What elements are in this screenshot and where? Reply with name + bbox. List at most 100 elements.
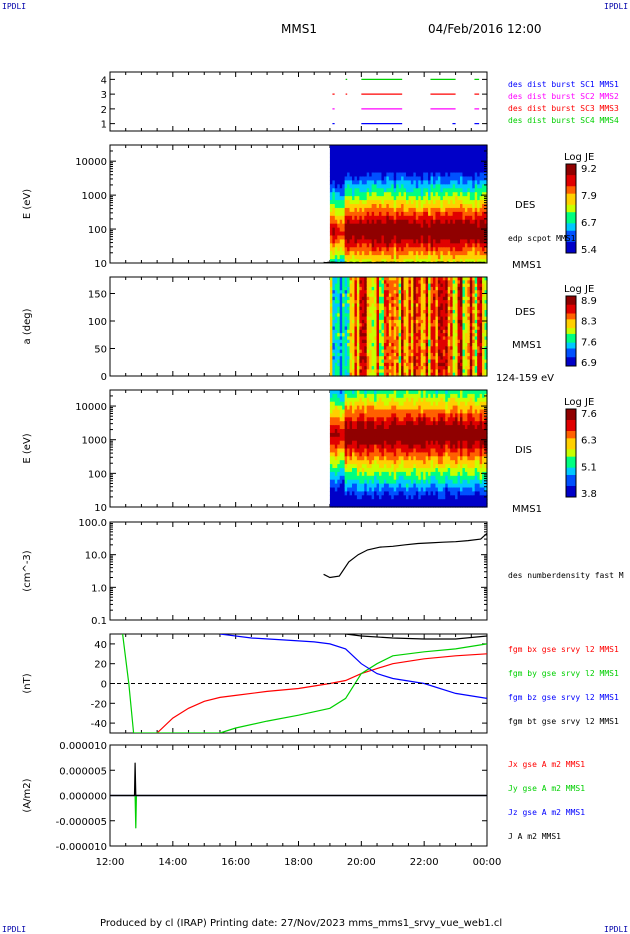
dis_energy-spectrogram-cell [347, 456, 351, 461]
des_pitch-spectrogram-cell [369, 303, 373, 308]
des_energy-spectrogram-cell [430, 235, 434, 240]
dis_energy-spectrogram-cell [386, 401, 390, 407]
des_energy-spectrogram-cell [342, 200, 346, 205]
des_energy-spectrogram-cell [445, 196, 449, 201]
des_pitch-spectrogram-cell [467, 293, 471, 298]
des_energy-spectrogram-cell [474, 219, 478, 225]
des_energy-spectrogram-cell [457, 160, 461, 166]
des_pitch-spectrogram-cell [393, 319, 397, 324]
des_pitch-spectrogram-cell [342, 346, 346, 351]
des_pitch-spectrogram-cell [450, 356, 454, 361]
des_pitch-spectrogram-cell [472, 356, 476, 361]
dis_energy-spectrogram-cell [391, 444, 395, 450]
dis_energy-spectrogram-cell [332, 413, 336, 418]
des_pitch-spectrogram-cell [371, 326, 375, 331]
des_energy-spectrogram-cell [442, 223, 446, 229]
des_pitch-spectrogram-cell [428, 346, 432, 351]
des_pitch-spectrogram-cell [447, 323, 451, 328]
des_energy-spectrogram-cell [383, 247, 387, 252]
des_pitch-spectrogram-cell [413, 290, 417, 295]
des_energy-spectrogram-cell [364, 184, 368, 189]
des_pitch-spectrogram-cell [464, 333, 468, 337]
des_pitch-spectrogram-cell [430, 319, 434, 324]
dis_energy-spectrogram-cell [347, 495, 351, 500]
des_pitch-spectrogram-cell [440, 372, 444, 377]
des_pitch-spectrogram-cell [379, 366, 383, 370]
dis_energy-spectrogram-cell [371, 471, 375, 477]
des_energy-spectrogram-cell [354, 196, 358, 201]
des_energy-spectrogram-cell [440, 259, 444, 264]
des_energy-spectrogram-cell [447, 219, 451, 225]
des_pitch-spectrogram-cell [430, 349, 434, 354]
des_energy-spectrogram-cell [460, 211, 464, 217]
des_energy-spectrogram-cell [393, 239, 397, 244]
des_pitch-spectrogram-cell [435, 310, 439, 314]
des_pitch-spectrogram-cell [398, 366, 402, 370]
des_energy-spectrogram-cell [410, 235, 414, 240]
des_energy-spectrogram-cell [428, 160, 432, 166]
des_energy-spectrogram-cell [354, 148, 358, 154]
des_energy-spectrogram-cell [484, 156, 488, 162]
des_energy-spectrogram-cell [435, 148, 439, 154]
des_pitch-spectrogram-cell [376, 290, 380, 295]
des_energy-spectrogram-cell [329, 243, 333, 248]
dis_energy-spectrogram-cell [364, 483, 368, 489]
dis_energy-spectrogram-cell [369, 483, 373, 489]
des_pitch-spectrogram-cell [337, 369, 341, 374]
des_energy-spectrogram-cell [408, 164, 412, 170]
dis_energy-spectrogram-cell [381, 456, 385, 461]
des_pitch-spectrogram-cell [403, 329, 407, 334]
des_energy-spectrogram-cell [374, 164, 378, 170]
des_energy-spectrogram-cell [413, 255, 417, 260]
des_energy-spectrogram-cell [349, 235, 353, 240]
dis_energy-spectrogram-cell [376, 495, 380, 500]
des_energy-spectrogram-cell [479, 168, 483, 174]
des_energy-spectrogram-cell [410, 215, 414, 221]
des_energy-spectrogram-cell [433, 231, 437, 237]
des_pitch-spectrogram-cell [428, 323, 432, 328]
des_energy-spectrogram-cell [374, 215, 378, 221]
des_energy-spectrogram-cell [342, 231, 346, 237]
dis_energy-spectrogram-cell [361, 397, 365, 403]
des_pitch-spectrogram-cell [435, 293, 439, 298]
des_energy-spectrogram-cell [393, 172, 397, 178]
des_energy-spectrogram-cell [401, 180, 405, 185]
dis_energy-spectrogram-cell [381, 401, 385, 407]
des_pitch-spectrogram-cell [361, 329, 365, 334]
des_pitch-spectrogram-cell [425, 339, 429, 344]
des_pitch-spectrogram-cell [440, 280, 444, 285]
des_pitch-spectrogram-cell [381, 336, 385, 341]
des_pitch-spectrogram-cell [401, 339, 405, 344]
des_energy-spectrogram-cell [408, 168, 412, 174]
des_pitch-spectrogram-cell [329, 339, 333, 344]
des_energy-spectrogram-cell [396, 243, 400, 248]
des_pitch-spectrogram-cell [352, 369, 356, 374]
des_energy-spectrogram-cell [401, 160, 405, 166]
des_pitch-spectrogram-cell [349, 349, 353, 354]
des_pitch-spectrogram-cell [415, 362, 419, 367]
des_energy-spectrogram-cell [344, 200, 348, 205]
des_energy-spectrogram-cell [420, 255, 424, 260]
des_pitch-spectrogram-cell [337, 359, 341, 364]
dis_energy-spectrogram-cell [371, 495, 375, 500]
des_energy-spectrogram-cell [344, 231, 348, 237]
des_energy-spectrogram-cell [381, 164, 385, 170]
des_energy-spectrogram-cell [415, 145, 419, 150]
des_energy-spectrogram-cell [347, 259, 351, 264]
des_energy-spectrogram-cell [452, 188, 456, 193]
des_energy-spectrogram-cell [464, 168, 468, 174]
des_energy-spectrogram-cell [445, 184, 449, 189]
des_energy-spectrogram-cell [369, 215, 373, 221]
des_pitch-spectrogram-cell [430, 366, 434, 370]
des_pitch-spectrogram-cell [472, 283, 476, 288]
dis_energy-spectrogram-cell [383, 397, 387, 403]
des_energy-spectrogram-cell [369, 180, 373, 185]
des_pitch-spectrogram-cell [440, 290, 444, 295]
des_pitch-spectrogram-cell [440, 336, 444, 341]
des_pitch-spectrogram-cell [401, 283, 405, 288]
des_energy-spectrogram-cell [460, 251, 464, 256]
des_energy-spectrogram-cell [410, 188, 414, 193]
des_pitch-spectrogram-cell [366, 359, 370, 364]
des_pitch-spectrogram-cell [361, 346, 365, 351]
des_pitch-spectrogram-cell [342, 313, 346, 318]
